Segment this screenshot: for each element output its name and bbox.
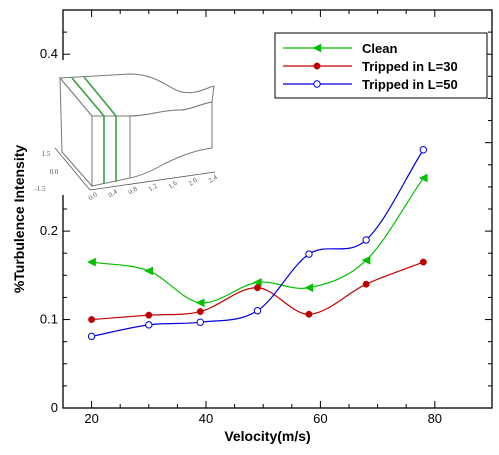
inset-y-tick-label: 1.5 [42,150,51,158]
x-tick-label: 80 [428,411,442,426]
legend-label: Tripped in L=50 [362,77,458,92]
y-tick-label: 0.2 [40,223,58,238]
data-point [146,312,152,318]
data-point [420,259,426,265]
data-point [197,319,203,325]
data-point [197,308,203,314]
data-point [420,147,426,153]
y-tick-label: 0 [51,400,58,415]
inset-y-tick-label: 0.0 [50,168,59,176]
legend-label: Tripped in L=30 [362,59,458,74]
x-tick-label: 60 [313,411,327,426]
data-point [88,333,94,339]
x-tick-label: 20 [84,411,98,426]
data-point [306,311,312,317]
legend-label: Clean [362,41,397,56]
data-point [254,285,260,291]
inset-y-tick-label: -1.5 [34,185,46,193]
data-point [146,322,152,328]
data-point [363,281,369,287]
legend-marker [314,63,320,69]
data-point [254,308,260,314]
inset-wind-tunnel-sketch-icon: 1.50.0-1.50.0 0.4 0.8 1.2 1.6 2.0 2.4 [32,60,219,202]
data-point [306,251,312,257]
x-axis-title: Velocity(m/s) [224,428,310,444]
data-point [88,316,94,322]
y-axis-title: %Turbulence Intensity [11,145,27,294]
data-point [363,237,369,243]
legend-marker [314,81,320,87]
y-tick-label: 0.1 [40,312,58,327]
legend: Clean Tripped in L=30 Tripped in L=50 [275,33,487,98]
x-tick-label: 40 [199,411,213,426]
y-tick-label: 0.4 [40,46,58,61]
